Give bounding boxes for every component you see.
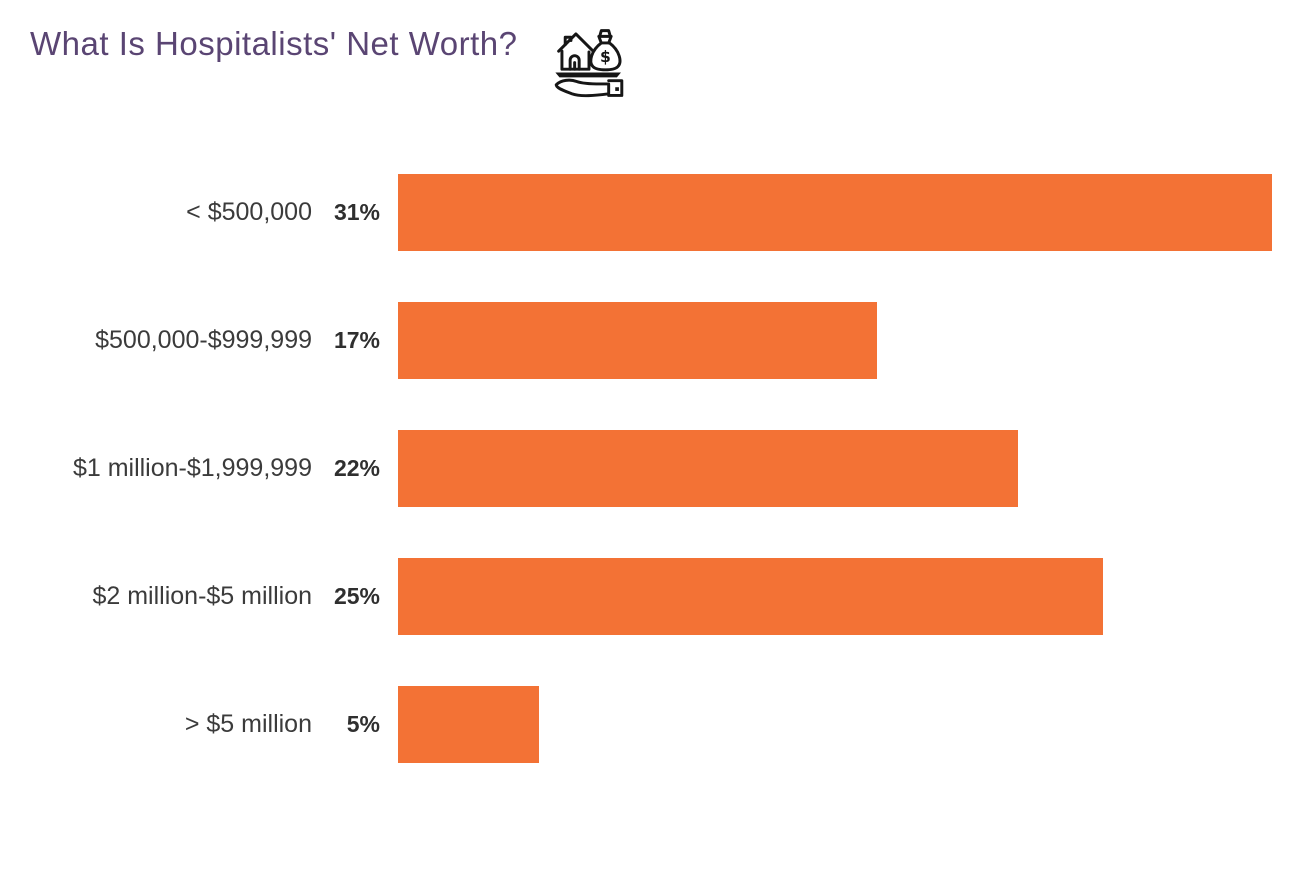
chart-row: $500,000-$999,999 17% <box>0 302 1290 379</box>
chart-rows: < $500,000 31% $500,000-$999,999 17% $1 … <box>0 174 1290 763</box>
chart-row: $1 million-$1,999,999 22% <box>0 430 1290 507</box>
value-label: 31% <box>333 199 380 225</box>
category-label: < $500,000 <box>186 198 312 226</box>
hand-holding-house-and-money-bag-icon: $ <box>554 29 623 98</box>
value-label: 25% <box>333 583 380 609</box>
chart-row: > $5 million 5% <box>0 686 1290 763</box>
bar <box>398 302 877 379</box>
value-label: 22% <box>333 455 380 481</box>
bar-chart: < $500,000 31% $500,000-$999,999 17% $1 … <box>0 174 1290 763</box>
category-label: $1 million-$1,999,999 <box>72 454 312 482</box>
svg-text:$: $ <box>599 48 610 66</box>
bar <box>398 686 539 763</box>
chart-header: What Is Hospitalists' Net Worth? $ <box>0 0 1290 108</box>
bar <box>398 430 1018 507</box>
bar <box>398 558 1103 635</box>
chart-row: $2 million-$5 million 25% <box>0 558 1290 635</box>
chart-row: < $500,000 31% <box>0 174 1290 251</box>
value-label: 17% <box>333 327 380 353</box>
chart-title: What Is Hospitalists' Net Worth? <box>30 25 518 62</box>
category-label: > $5 million <box>184 710 312 738</box>
value-label: 5% <box>346 711 380 737</box>
category-label: $500,000-$999,999 <box>95 326 312 354</box>
bar <box>398 174 1272 251</box>
category-label: $2 million-$5 million <box>92 582 312 610</box>
